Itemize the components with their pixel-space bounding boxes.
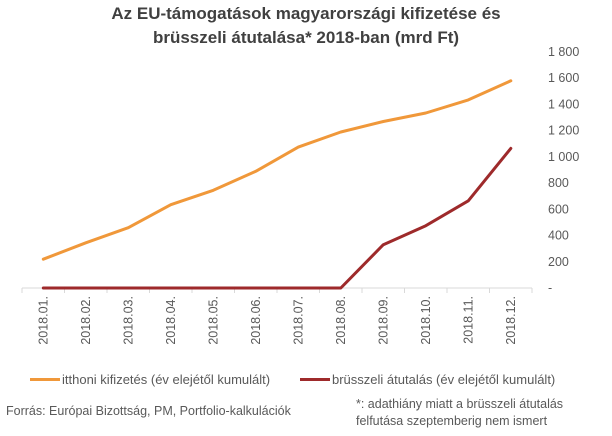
x-tick-label: 2018.04. <box>164 296 178 345</box>
x-tick-label: 2018.09. <box>376 296 390 345</box>
x-tick-label: 2018.01. <box>36 296 50 345</box>
y-tick-label: 200 <box>548 255 569 269</box>
legend-item-brusszeli: brüsszeli átutalás (év elejétől kumulált… <box>300 372 555 387</box>
chart-title-line-1: Az EU-támogatások magyarországi kifizeté… <box>111 4 501 23</box>
x-tick-label: 2018.12. <box>504 296 518 345</box>
x-tick-label: 2018.07. <box>291 296 305 345</box>
y-tick-label: - <box>548 281 552 295</box>
x-tick-label: 2018.05. <box>206 296 220 345</box>
legend-swatch-itthoni <box>30 378 60 381</box>
y-tick-label: 1 000 <box>548 150 579 164</box>
y-tick-label: 1 800 <box>548 45 579 59</box>
legend-label-itthoni: itthoni kifizetés (év elejétől kumulált) <box>62 372 271 387</box>
legend-swatch-brusszeli <box>300 378 330 381</box>
x-tick-label: 2018.03. <box>121 296 135 345</box>
chart-legend: itthoni kifizetés (év elejétől kumulált)… <box>30 372 610 392</box>
source-note: Forrás: Európai Bizottság, PM, Portfolio… <box>6 404 291 418</box>
footnote: *: adathiány miatt a brüsszeli átutalás … <box>356 396 563 430</box>
legend-label-brusszeli: brüsszeli átutalás (év elejétől kumulált… <box>332 372 556 387</box>
x-tick-label: 2018.06. <box>249 296 263 345</box>
y-tick-label: 800 <box>548 176 569 190</box>
chart-title-line-2: brüsszeli átutalása* 2018-ban (mrd Ft) <box>152 28 460 47</box>
footnote-line-1: *: adathiány miatt a brüsszeli átutalás <box>356 397 564 411</box>
x-tick-label: 2018.10. <box>419 296 433 345</box>
x-tick-label: 2018.08. <box>334 296 348 345</box>
chart-title: Az EU-támogatások magyarországi kifizeté… <box>0 2 612 50</box>
legend-item-itthoni: itthoni kifizetés (év elejétől kumulált) <box>30 372 270 387</box>
y-tick-label: 600 <box>548 202 569 216</box>
x-tick-label: 2018.02. <box>79 296 93 345</box>
y-tick-label: 1 200 <box>548 124 579 138</box>
y-tick-label: 400 <box>548 229 569 243</box>
series-line-itthoni <box>41 79 513 261</box>
y-tick-label: 1 600 <box>548 71 579 85</box>
series-line-brusszeli <box>41 146 513 290</box>
y-tick-label: 1 400 <box>548 97 579 111</box>
footnote-line-2: felfutása szeptemberig nem ismert <box>356 414 548 428</box>
x-tick-label: 2018.11. <box>461 296 475 344</box>
